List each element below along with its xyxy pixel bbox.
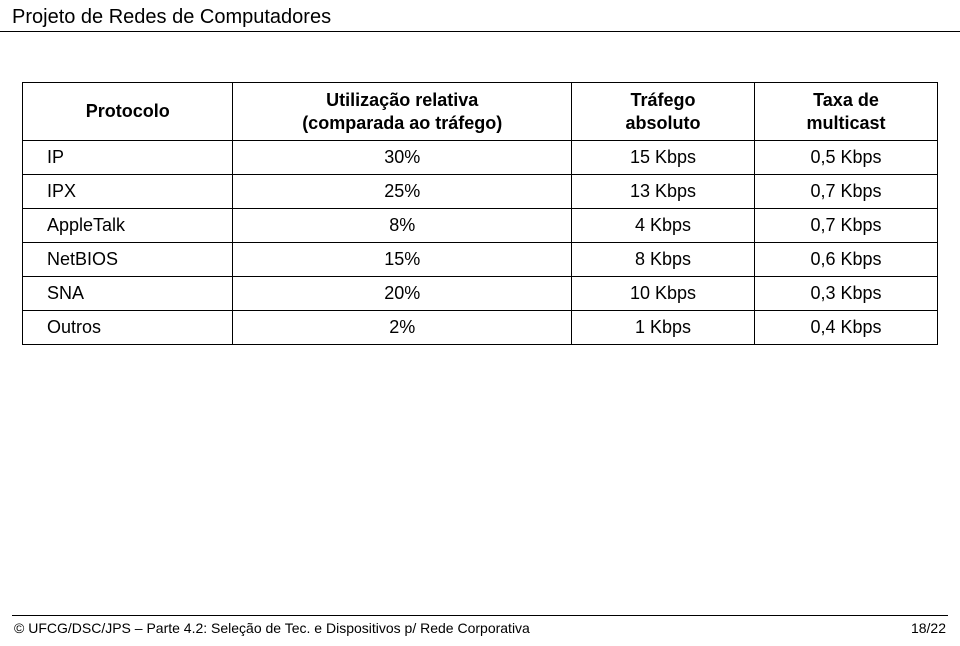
- table-row: Outros 2% 1 Kbps 0,4 Kbps: [23, 311, 938, 345]
- table-row: NetBIOS 15% 8 Kbps 0,6 Kbps: [23, 243, 938, 277]
- protocol-table-wrapper: Protocolo Utilização relativa (comparada…: [22, 82, 938, 345]
- cell-traffic: 4 Kbps: [571, 209, 754, 243]
- col-header-multicast-l2: multicast: [806, 113, 885, 133]
- col-header-utilization: Utilização relativa (comparada ao tráfeg…: [233, 83, 572, 141]
- cell-traffic: 10 Kbps: [571, 277, 754, 311]
- col-header-multicast: Taxa de multicast: [754, 83, 937, 141]
- table-header-row: Protocolo Utilização relativa (comparada…: [23, 83, 938, 141]
- page-title: Projeto de Redes de Computadores: [0, 0, 960, 29]
- cell-protocol: IP: [23, 141, 233, 175]
- cell-protocol: IPX: [23, 175, 233, 209]
- footer-page-number: 18/22: [911, 620, 946, 636]
- cell-traffic: 1 Kbps: [571, 311, 754, 345]
- cell-mcast: 0,5 Kbps: [754, 141, 937, 175]
- table-row: IP 30% 15 Kbps 0,5 Kbps: [23, 141, 938, 175]
- col-header-multicast-l1: Taxa de: [813, 90, 879, 110]
- cell-protocol: AppleTalk: [23, 209, 233, 243]
- protocol-table: Protocolo Utilização relativa (comparada…: [22, 82, 938, 345]
- col-header-protocol: Protocolo: [23, 83, 233, 141]
- cell-util: 15%: [233, 243, 572, 277]
- table-row: SNA 20% 10 Kbps 0,3 Kbps: [23, 277, 938, 311]
- footer: © UFCG/DSC/JPS – Parte 4.2: Seleção de T…: [0, 615, 960, 636]
- cell-mcast: 0,7 Kbps: [754, 209, 937, 243]
- table-row: IPX 25% 13 Kbps 0,7 Kbps: [23, 175, 938, 209]
- cell-protocol: NetBIOS: [23, 243, 233, 277]
- cell-util: 8%: [233, 209, 572, 243]
- col-header-utilization-l1: Utilização relativa: [326, 90, 478, 110]
- cell-traffic: 15 Kbps: [571, 141, 754, 175]
- cell-traffic: 13 Kbps: [571, 175, 754, 209]
- col-header-traffic: Tráfego absoluto: [571, 83, 754, 141]
- cell-traffic: 8 Kbps: [571, 243, 754, 277]
- cell-util: 20%: [233, 277, 572, 311]
- cell-protocol: SNA: [23, 277, 233, 311]
- cell-mcast: 0,7 Kbps: [754, 175, 937, 209]
- table-row: AppleTalk 8% 4 Kbps 0,7 Kbps: [23, 209, 938, 243]
- footer-left-text: © UFCG/DSC/JPS – Parte 4.2: Seleção de T…: [14, 620, 530, 636]
- cell-protocol: Outros: [23, 311, 233, 345]
- footer-divider: [12, 615, 948, 616]
- col-header-utilization-l2: (comparada ao tráfego): [302, 113, 502, 133]
- cell-util: 30%: [233, 141, 572, 175]
- cell-mcast: 0,4 Kbps: [754, 311, 937, 345]
- cell-util: 2%: [233, 311, 572, 345]
- col-header-traffic-l1: Tráfego: [630, 90, 695, 110]
- cell-mcast: 0,6 Kbps: [754, 243, 937, 277]
- col-header-traffic-l2: absoluto: [625, 113, 700, 133]
- cell-util: 25%: [233, 175, 572, 209]
- cell-mcast: 0,3 Kbps: [754, 277, 937, 311]
- title-divider: [0, 31, 960, 32]
